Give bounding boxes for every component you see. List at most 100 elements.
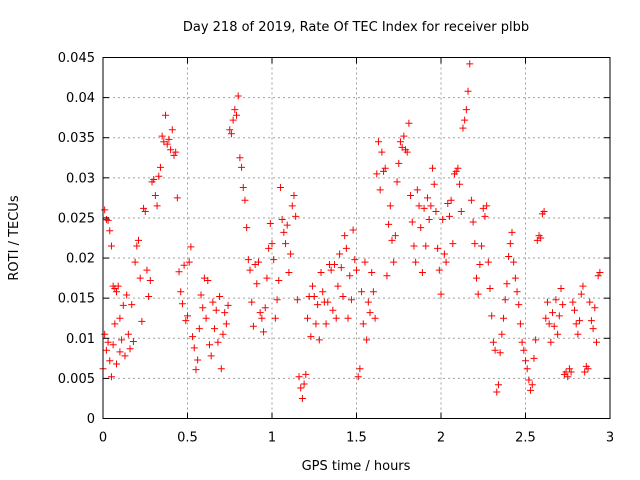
data-point (429, 164, 437, 172)
data-point (417, 224, 425, 232)
data-point (351, 256, 359, 264)
data-point (478, 242, 486, 250)
data-point (278, 216, 286, 224)
data-point (140, 204, 148, 212)
data-point (158, 132, 166, 140)
data-point (396, 138, 404, 146)
data-point (484, 258, 492, 266)
y-tick-label: 0.04 (66, 91, 95, 106)
data-point (596, 268, 604, 276)
data-point (189, 333, 197, 341)
data-point (229, 116, 237, 124)
data-point (217, 365, 225, 373)
data-point (212, 306, 220, 314)
data-point (359, 320, 367, 328)
data-point (418, 268, 426, 276)
data-point (283, 221, 291, 229)
data-point (173, 194, 181, 202)
data-point (408, 218, 416, 226)
data-point (156, 163, 164, 171)
data-point (364, 298, 372, 306)
data-point (185, 258, 193, 266)
data-point (101, 206, 109, 214)
data-point (552, 296, 560, 304)
data-point (287, 250, 295, 258)
data-point (138, 317, 146, 325)
x-tick-label: 1 (268, 431, 276, 446)
data-point (469, 218, 477, 226)
data-point (374, 138, 382, 146)
data-point (288, 202, 296, 210)
data-point (292, 212, 300, 220)
data-point (312, 320, 320, 328)
data-point (459, 124, 467, 132)
data-point (366, 309, 374, 317)
data-point (503, 280, 511, 288)
data-point (246, 266, 254, 274)
data-point (511, 274, 519, 282)
data-point (388, 236, 396, 244)
data-point (491, 346, 499, 354)
data-point (243, 224, 251, 232)
data-point (471, 240, 479, 248)
data-point (559, 301, 567, 309)
data-point (378, 148, 386, 156)
data-point (369, 288, 377, 296)
data-point (513, 288, 521, 296)
y-tick-label: 0 (87, 412, 95, 427)
data-point (302, 370, 310, 378)
data-point (532, 336, 540, 344)
data-point (549, 309, 557, 317)
data-point (430, 180, 438, 188)
data-point (128, 301, 136, 309)
data-point (182, 317, 190, 325)
data-point (368, 268, 376, 276)
x-tick-label: 1.5 (346, 431, 367, 446)
data-point (581, 368, 589, 376)
data-point (356, 365, 364, 373)
data-point (146, 277, 154, 285)
data-point (134, 236, 142, 244)
data-point (555, 312, 563, 320)
data-point (572, 320, 580, 328)
data-point (525, 376, 533, 384)
data-point (444, 200, 452, 208)
data-point (165, 135, 173, 143)
data-point (407, 191, 415, 199)
data-point (116, 348, 124, 356)
data-point (386, 202, 394, 210)
y-tick-label: 0.02 (66, 252, 95, 267)
data-point (354, 373, 362, 381)
data-point (107, 242, 115, 250)
data-point (506, 240, 514, 248)
data-point (268, 240, 276, 248)
data-point (452, 167, 460, 175)
data-point (101, 330, 109, 338)
data-point (226, 126, 234, 134)
data-point (344, 314, 352, 322)
data-point (145, 293, 153, 301)
data-point (107, 373, 115, 381)
data-point (303, 314, 311, 322)
data-point (339, 293, 347, 301)
data-point (500, 314, 508, 322)
data-point (329, 306, 337, 314)
data-point (540, 208, 548, 216)
x-tick-labels: 0 0.5 1 1.5 2 2.5 3 (99, 431, 614, 446)
data-point (545, 320, 553, 328)
data-point (233, 111, 241, 119)
data-point (383, 272, 391, 280)
x-tick-label: 2 (437, 431, 445, 446)
data-point (172, 148, 180, 156)
data-point (260, 328, 268, 336)
data-point (327, 266, 335, 274)
data-point (347, 296, 355, 304)
data-point (222, 320, 230, 328)
data-point (216, 293, 224, 301)
data-point (221, 309, 229, 317)
data-point (564, 373, 572, 381)
data-point (298, 394, 306, 402)
data-point (481, 212, 489, 220)
data-point (121, 352, 129, 360)
data-point (315, 336, 323, 344)
